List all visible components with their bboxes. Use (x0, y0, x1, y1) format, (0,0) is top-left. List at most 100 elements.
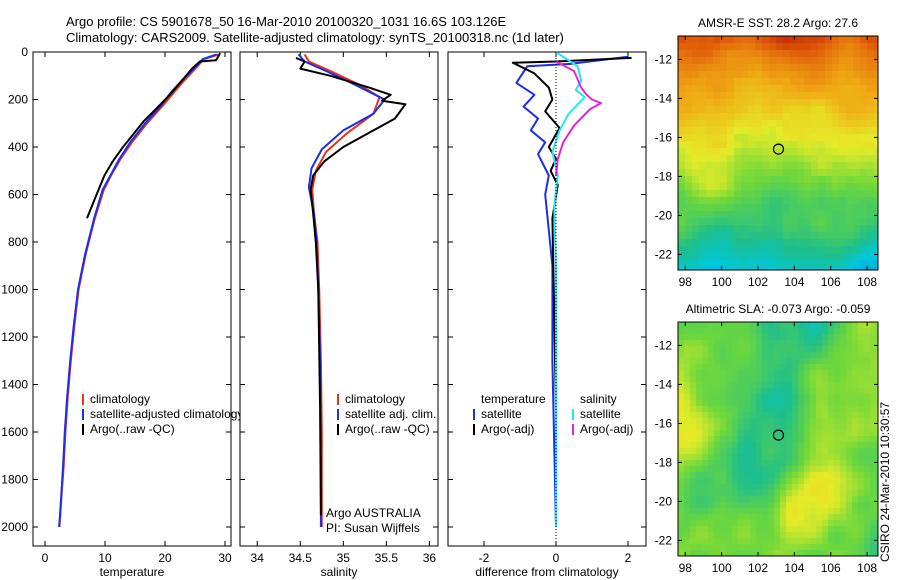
heatmap-cell (852, 430, 859, 437)
heatmap-cell (858, 520, 865, 527)
heatmap-cell (732, 484, 739, 491)
heatmap-cell (867, 260, 875, 268)
heatmap-cell (792, 412, 799, 419)
heatmap-cell (744, 364, 751, 371)
heatmap-cell (776, 92, 784, 100)
x-tick-label: 102 (748, 275, 768, 289)
heatmap-cell (748, 190, 756, 198)
heatmap-cell (702, 502, 709, 509)
heatmap-cell (734, 148, 742, 156)
heatmap-cell (741, 43, 749, 51)
heatmap-cell (762, 466, 769, 473)
heatmap-cell (858, 346, 865, 353)
heatmap-cell (825, 204, 833, 212)
heatmap-cell (738, 484, 745, 491)
heatmap-cell (748, 225, 756, 233)
heatmap-cell (774, 496, 781, 503)
heatmap-cell (684, 538, 691, 545)
series-line-argo (86, 52, 222, 219)
heatmap-cell (768, 394, 775, 401)
heatmap-cell (798, 382, 805, 389)
heatmap-cell (864, 514, 871, 521)
heatmap-cell (750, 340, 757, 347)
heatmap-cell (834, 550, 841, 557)
heatmap-cell (713, 113, 721, 121)
legend-label: climatology (90, 392, 150, 406)
heatmap-cell (846, 218, 854, 226)
heatmap-cell (741, 183, 749, 191)
heatmap-cell (797, 57, 805, 65)
heatmap-cell (834, 346, 841, 353)
heatmap-cell (732, 436, 739, 443)
heatmap-cell (726, 424, 733, 431)
heatmap-cell (797, 148, 805, 156)
heatmap-cell (846, 225, 854, 233)
heatmap-cell (692, 197, 700, 205)
heatmap-cell (792, 490, 799, 497)
heatmap-cell (846, 418, 853, 425)
heatmap-cell (678, 232, 686, 240)
heatmap-cell (828, 472, 835, 479)
heatmap-cell (858, 322, 865, 329)
heatmap-cell (790, 225, 798, 233)
heatmap-cell (768, 454, 775, 461)
heatmap-cell (832, 232, 840, 240)
heatmap-cell (708, 508, 715, 515)
heatmap-cell (853, 43, 861, 51)
heatmap-cell (846, 496, 853, 503)
heatmap-cell (846, 388, 853, 395)
heatmap-cell (774, 370, 781, 377)
heatmap-cell (720, 57, 728, 65)
heatmap-cell (811, 113, 819, 121)
heatmap-cell (720, 162, 728, 170)
heatmap-cell (708, 442, 715, 449)
heatmap-cell (810, 406, 817, 413)
heatmap-cell (860, 36, 868, 44)
heatmap-cell (727, 155, 735, 163)
heatmap-cell (685, 232, 693, 240)
heatmap-cell (690, 466, 697, 473)
heatmap-cell (741, 239, 749, 247)
heatmap-cell (876, 520, 879, 527)
heatmap-cell (804, 400, 811, 407)
heatmap-cell (726, 454, 733, 461)
heatmap-cell (684, 346, 691, 353)
heatmap-cell (714, 544, 721, 551)
heatmap-cell (792, 376, 799, 383)
heatmap-cell (702, 340, 709, 347)
heatmap-cell (860, 190, 868, 198)
heatmap-cell (685, 267, 693, 271)
heatmap-cell (840, 484, 847, 491)
heatmap-cell (769, 162, 777, 170)
heatmap-cell (798, 496, 805, 503)
heatmap-cell (860, 183, 868, 191)
heatmap-cell (780, 502, 787, 509)
map-frame (677, 321, 879, 557)
legend-label: satellite (580, 407, 621, 421)
heatmap-cell (874, 99, 879, 107)
heatmap-cell (769, 85, 777, 93)
heatmap-cell (756, 334, 763, 341)
heatmap-cell (769, 218, 777, 226)
heatmap-cell (734, 218, 742, 226)
heatmap-cell (832, 64, 840, 72)
heatmap-cell (874, 50, 879, 58)
heatmap-cell (678, 334, 685, 341)
heatmap-cell (774, 376, 781, 383)
heatmap-cell (762, 538, 769, 545)
heatmap-cell (832, 141, 840, 149)
heatmap-cell (816, 322, 823, 329)
heatmap-cell (792, 352, 799, 359)
heatmap-cell (860, 50, 868, 58)
heatmap-cell (870, 424, 877, 431)
heatmap-cell (738, 454, 745, 461)
heatmap-cell (792, 334, 799, 341)
legend-label: Argo(-adj) (580, 422, 633, 436)
heatmap-cell (810, 526, 817, 533)
heatmap-cell (720, 382, 727, 389)
heatmap-cell (776, 50, 784, 58)
heatmap-cell (726, 496, 733, 503)
heatmap-cell (780, 466, 787, 473)
heatmap-cell (762, 550, 769, 557)
heatmap-cell (774, 394, 781, 401)
